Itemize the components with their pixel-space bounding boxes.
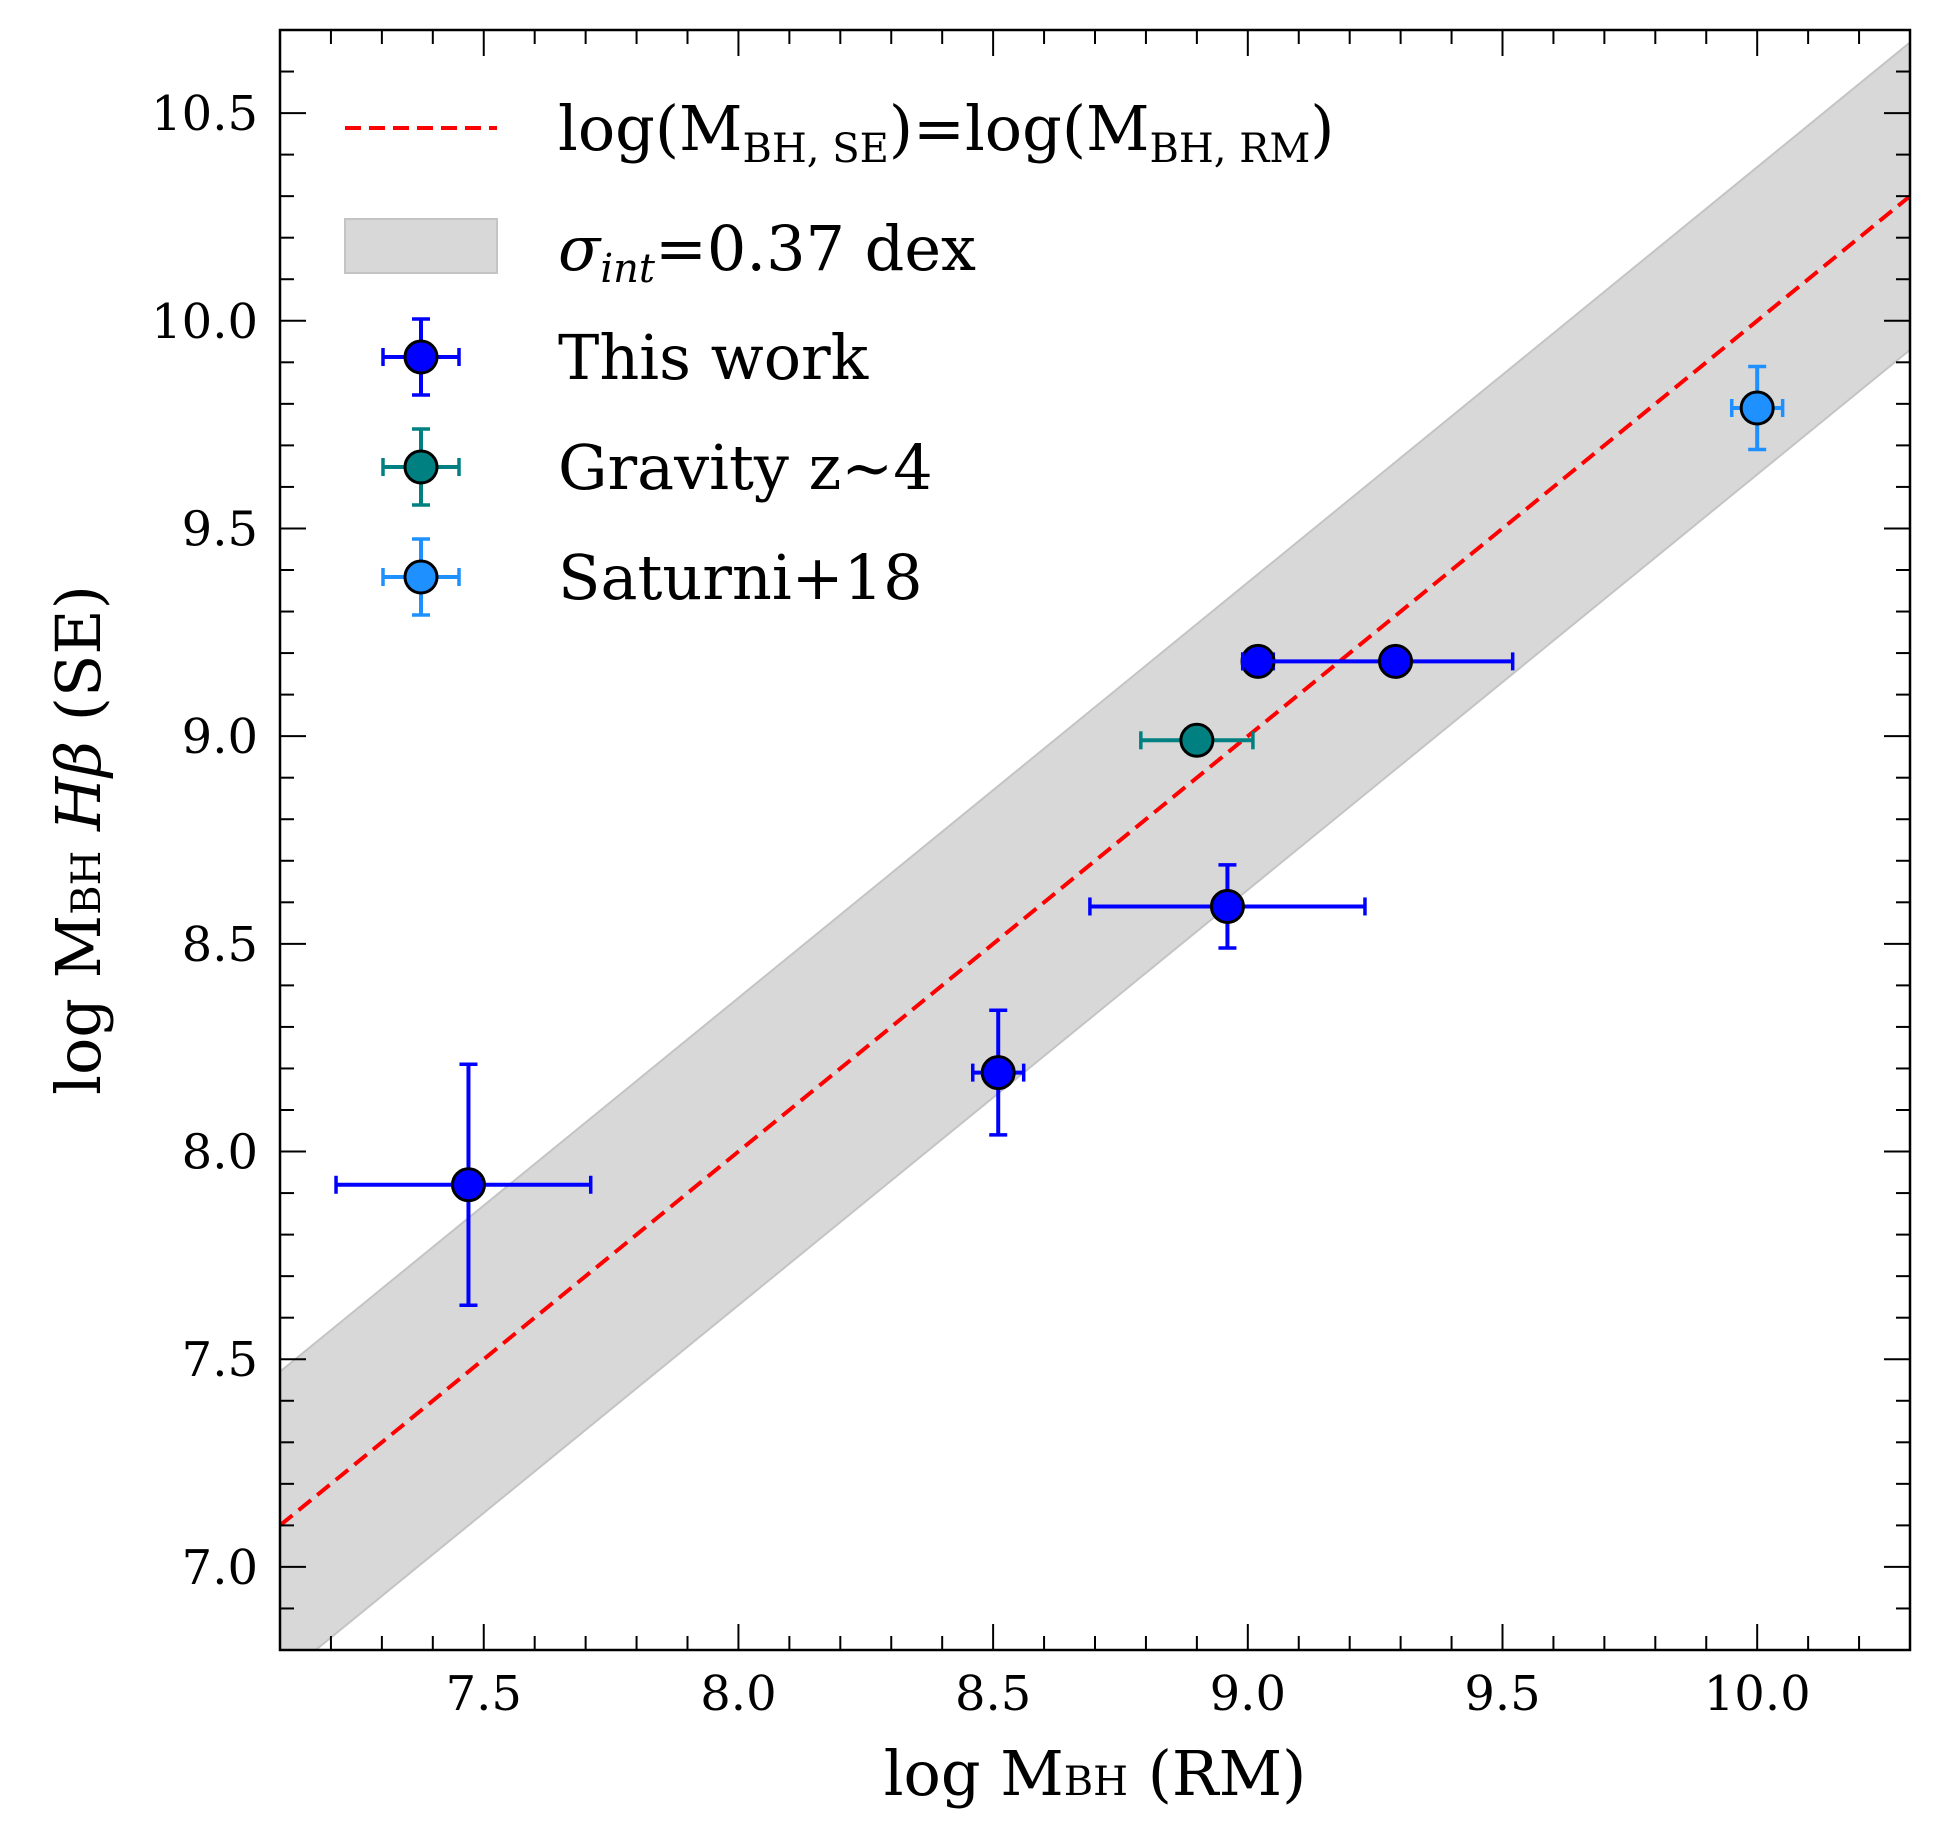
data-marker: [1209, 888, 1245, 924]
series-gravity-z-4: [1139, 722, 1255, 758]
y-tick-label: 7.5: [182, 1332, 258, 1388]
x-tick-label: 7.5: [446, 1666, 522, 1722]
legend-band-label: σint=0.37 dex: [558, 212, 976, 292]
x-axis-title-prefix: log M: [884, 1737, 1064, 1810]
legend-entry: Gravity z~4: [381, 427, 933, 507]
legend-entry: This work: [381, 317, 869, 397]
legend-label: This work: [558, 321, 869, 394]
y-tick-label: 9.0: [182, 709, 258, 765]
data-marker: [980, 1055, 1016, 1091]
data-point: [971, 1008, 1026, 1137]
y-axis-title-prefix: log M: [42, 915, 115, 1095]
data-point: [1088, 863, 1367, 950]
y-tick-label: 10.0: [151, 294, 258, 350]
legend-band-swatch: [344, 218, 498, 274]
data-marker: [1739, 390, 1775, 426]
legend-band-symbol-sub: int: [600, 246, 656, 292]
scatter-band: [280, 41, 1910, 1650]
series-saturni-18: [1729, 364, 1785, 452]
data-marker: [1378, 643, 1414, 679]
legend-marker: [403, 339, 439, 375]
x-tick-label: 10.0: [1704, 1666, 1811, 1722]
x-axis-title: log MBH (RM): [884, 1737, 1307, 1810]
legend-label: Gravity z~4: [558, 431, 933, 504]
legend-line-lhs-pre: log(M: [558, 92, 743, 165]
legend: log(MBH, SE)=log(MBH, RM) σint=0.37 dex …: [344, 92, 1334, 617]
y-tick-labels: 7.0 7.5 8.0 8.5 9.0 9.5 10.0 10.5: [151, 86, 258, 1596]
legend-label: Saturni+18: [558, 541, 923, 614]
legend-marker: [403, 559, 439, 595]
y-tick-label: 8.5: [182, 917, 258, 973]
data-point: [1729, 364, 1785, 452]
legend-line-label: log(MBH, SE)=log(MBH, RM): [558, 92, 1334, 172]
x-tick-label: 8.0: [700, 1666, 776, 1722]
legend-entry: Saturni+18: [381, 537, 923, 617]
legend-line-lhs-sub: BH, SE: [743, 126, 889, 172]
x-tick-label: 9.5: [1464, 1666, 1540, 1722]
x-tick-label: 8.5: [955, 1666, 1031, 1722]
plot-area: [280, 41, 1910, 1650]
data-point: [1240, 643, 1515, 679]
legend-band-rest: =0.37 dex: [655, 212, 976, 285]
data-marker: [1179, 722, 1215, 758]
legend-marker: [403, 449, 439, 485]
legend-line-mid: )=log(M: [889, 92, 1150, 165]
legend-band-symbol: σ: [558, 212, 602, 285]
legend-series: This work Gravity z~4 Saturni+18: [381, 317, 933, 617]
y-axis-title-suffix: (SE): [42, 585, 115, 741]
one-to-one-line: [280, 194, 1910, 1527]
data-point: [334, 1062, 593, 1307]
x-axis-title-sub: BH: [1064, 1759, 1128, 1805]
data-marker: [450, 1167, 486, 1203]
x-axis-title-suffix: (RM): [1128, 1737, 1306, 1810]
y-axis-title-mid: [42, 831, 115, 851]
legend-line-rhs-sub: BH, RM: [1150, 126, 1311, 172]
y-axis-title-italic: Hβ: [42, 741, 115, 832]
data-point: [1139, 722, 1255, 758]
y-tick-label: 9.5: [182, 501, 258, 557]
x-tick-label: 9.0: [1210, 1666, 1286, 1722]
y-tick-label: 10.5: [151, 86, 258, 142]
data-points: [334, 364, 1785, 1307]
y-tick-label: 8.0: [182, 1125, 258, 1181]
plot-frame: [278, 28, 1912, 1652]
y-axis-title: log MBH Hβ (SE): [42, 585, 115, 1095]
x-tick-labels: 7.5 8.0 8.5 9.0 9.5 10.0: [446, 1666, 1811, 1722]
legend-line-end: ): [1310, 92, 1334, 165]
y-axis-title-sub: BH: [64, 851, 110, 915]
y-tick-label: 7.0: [182, 1540, 258, 1596]
series-this-work: [334, 643, 1515, 1307]
